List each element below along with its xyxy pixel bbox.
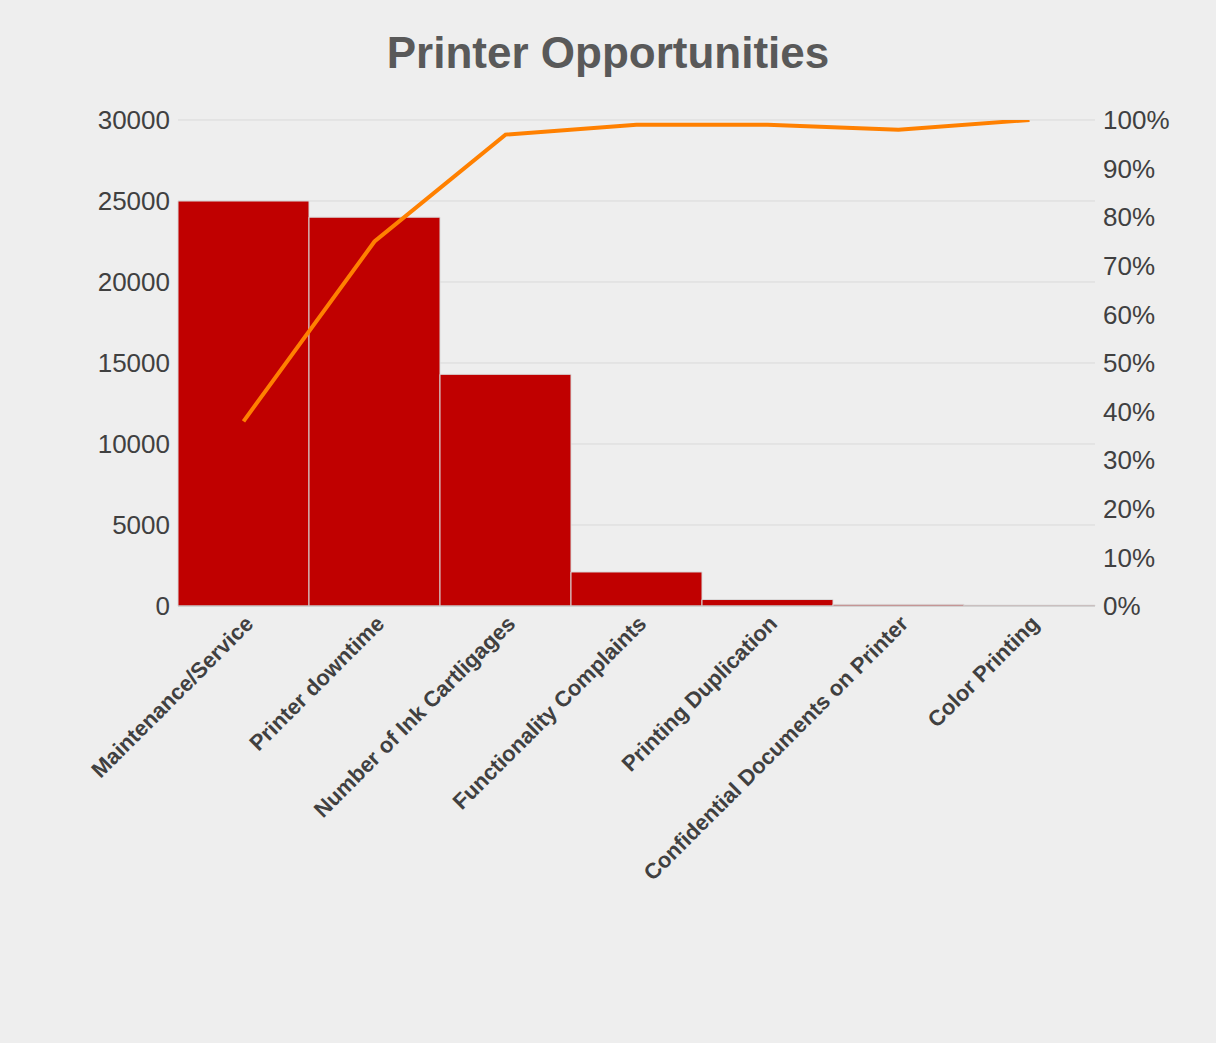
svg-text:Number of Ink Cartligages: Number of Ink Cartligages xyxy=(308,610,521,823)
svg-text:30%: 30% xyxy=(1103,445,1155,475)
svg-text:Printing Duplication: Printing Duplication xyxy=(616,610,783,777)
svg-text:Confidential Documents on Prin: Confidential Documents on Printer xyxy=(639,611,914,886)
svg-text:Functionality Complaints: Functionality Complaints xyxy=(448,611,652,815)
svg-text:100%: 100% xyxy=(1103,105,1170,135)
svg-text:70%: 70% xyxy=(1103,251,1155,281)
svg-text:Color Printing: Color Printing xyxy=(923,611,1044,732)
svg-text:20000: 20000 xyxy=(98,267,170,297)
svg-text:40%: 40% xyxy=(1103,397,1155,427)
html-text:Printer Opportunities: Printer Opportunities xyxy=(386,28,830,77)
svg-text:5000: 5000 xyxy=(112,510,170,540)
svg-text:Printer downtime: Printer downtime xyxy=(244,611,389,756)
svg-text:80%: 80% xyxy=(1103,202,1155,232)
svg-text:60%: 60% xyxy=(1103,300,1155,330)
svg-text:90%: 90% xyxy=(1103,154,1155,184)
svg-text:20%: 20% xyxy=(1103,494,1155,524)
svg-text:15000: 15000 xyxy=(98,348,170,378)
svg-text:10%: 10% xyxy=(1103,543,1155,573)
svg-text:25000: 25000 xyxy=(98,186,170,216)
svg-text:Maintenance/Service: Maintenance/Service xyxy=(86,611,258,783)
svg-text:0: 0 xyxy=(156,591,170,621)
svg-text:10000: 10000 xyxy=(98,429,170,459)
svg-text:30000: 30000 xyxy=(98,105,170,135)
svg-text:0%: 0% xyxy=(1103,591,1141,621)
svg-text:50%: 50% xyxy=(1103,348,1155,378)
